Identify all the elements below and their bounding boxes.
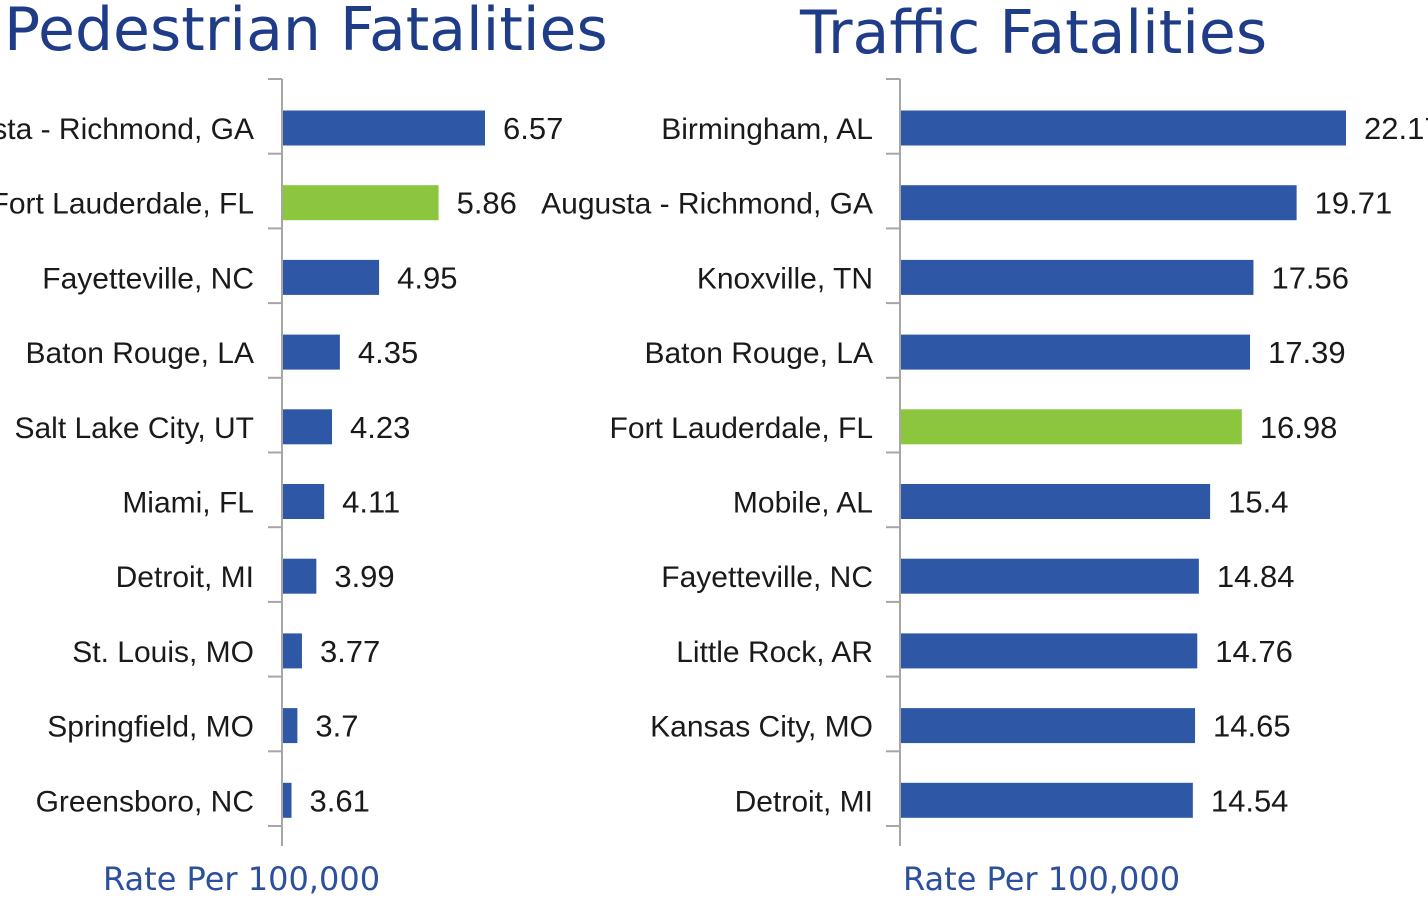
traffic-value-label: 14.76 [1215,634,1293,669]
pedestrian-bar [283,708,298,744]
pedestrian-category-label: Fayetteville, NC [42,262,254,295]
pedestrian-value-label: 3.77 [320,634,380,669]
traffic-value-label: 15.4 [1228,485,1288,520]
pedestrian-value-label: 3.7 [315,709,358,744]
traffic-bar [901,409,1242,445]
pedestrian-value-label: 4.35 [358,335,418,370]
traffic-value-label: 17.56 [1271,260,1349,295]
pedestrian-category-label: Augusta - Richmond, GA [0,113,254,146]
traffic-value-label: 14.54 [1211,783,1289,818]
pedestrian-value-label: 4.95 [397,260,457,295]
pedestrian-value-label: 5.86 [457,186,517,221]
traffic-category-label: Little Rock, AR [676,636,873,669]
pedestrian-bar [283,409,333,445]
traffic-value-label: 16.98 [1260,410,1338,445]
pedestrian-category-label: Miami, FL [122,487,254,520]
traffic-bar [901,484,1211,519]
pedestrian-chart-title: Pedestrian Fatalities [4,0,608,65]
traffic-bar [901,782,1193,818]
pedestrian-value-label: 3.61 [309,783,369,818]
pedestrian-chart-plot: Augusta - Richmond, GA 6.57 Fort Lauderdal… [0,78,563,846]
traffic-category-label: Mobile, AL [733,487,873,520]
pedestrian-x-axis-label: Rate Per 100,000 [103,860,380,898]
pedestrian-bar [283,633,302,669]
pedestrian-category-label: Detroit, MI [116,561,254,594]
traffic-category-label: Kansas City, MO [650,711,873,744]
pedestrian-category-label: Springfield, MO [47,711,254,744]
traffic-bar [901,185,1297,221]
traffic-value-label: 17.39 [1268,335,1346,370]
pedestrian-category-label: Fort Lauderdale, FL [0,188,254,221]
traffic-value-label: 14.84 [1217,559,1295,594]
traffic-bar [901,708,1196,744]
pedestrian-bar [283,334,340,370]
pedestrian-value-label: 3.99 [334,559,394,594]
traffic-chart-plot: Birmingham, AL 22.17 Augusta - Richmond, G… [541,78,1428,846]
pedestrian-bar [283,558,317,594]
pedestrian-bar [283,484,325,519]
traffic-bar [901,558,1199,594]
traffic-category-label: Detroit, MI [735,785,873,818]
traffic-x-axis-label: Rate Per 100,000 [903,860,1180,898]
pedestrian-category-label: St. Louis, MO [72,636,254,669]
traffic-bar [901,259,1254,295]
pedestrian-category-label: Salt Lake City, UT [14,412,254,445]
traffic-category-label: Fayetteville, NC [661,561,873,594]
pedestrian-bar [283,110,485,146]
traffic-bar [901,334,1251,370]
pedestrian-value-label: 4.23 [350,410,410,445]
traffic-bar [901,110,1346,146]
pedestrian-bar [283,782,292,818]
traffic-category-label: Birmingham, AL [661,113,873,146]
pedestrian-value-label: 4.11 [342,485,400,520]
traffic-value-label: 14.65 [1213,709,1291,744]
traffic-category-label: Knoxville, TN [697,262,873,295]
pedestrian-value-label: 6.57 [503,111,563,146]
traffic-value-label: 22.17 [1364,111,1428,146]
traffic-value-label: 19.71 [1315,186,1393,221]
traffic-chart-title: Traffic Fatalities [799,0,1267,68]
pedestrian-category-label: Baton Rouge, LA [25,337,254,370]
traffic-category-label: Augusta - Richmond, GA [541,188,873,221]
pedestrian-bar [283,259,380,295]
pedestrian-category-label: Greensboro, NC [36,785,254,818]
traffic-category-label: Fort Lauderdale, FL [610,412,873,445]
pedestrian-bar [283,185,439,221]
traffic-category-label: Baton Rouge, LA [644,337,873,370]
traffic-bar [901,633,1198,669]
